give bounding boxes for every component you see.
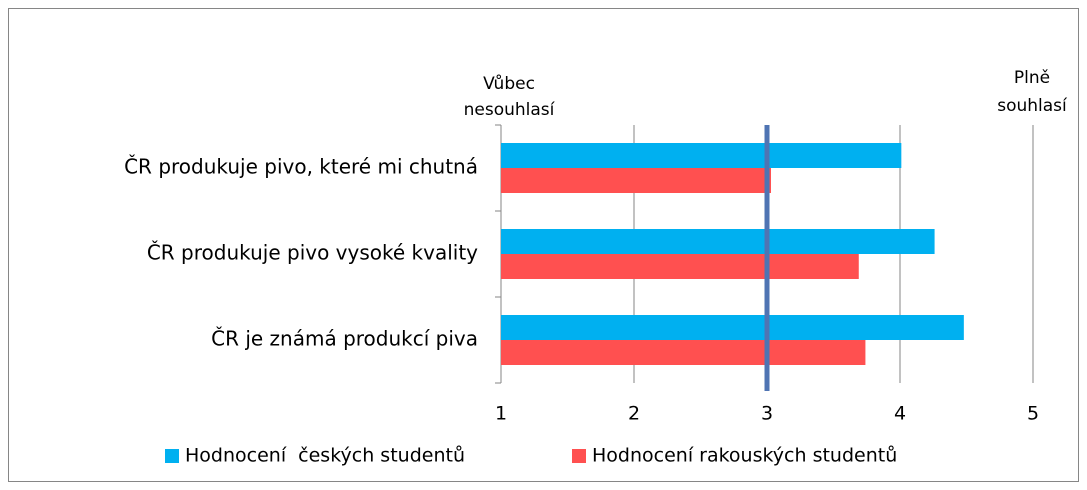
x-tick-label: 5 [1027,403,1039,425]
x-tick-label: 4 [894,403,906,425]
legend-label: Hodnocení rakouských studentů [592,445,897,467]
bar [501,315,964,340]
annotation: souhlasí [997,96,1068,116]
legend-swatch [165,449,179,463]
y-tick-label: ČR produkuje pivo, které mi chutná [124,155,478,179]
y-tick-label: ČR je známá produkcí piva [211,327,478,351]
legend-label: Hodnocení českých studentů [185,445,465,467]
x-tick-label: 2 [628,403,640,425]
x-tick-label: 1 [495,403,507,425]
y-tick-label: ČR produkuje pivo vysoké kvality [147,241,478,265]
x-tick-label: 3 [761,403,773,425]
legend-swatch [572,449,586,463]
annotation: Plně [1014,68,1050,88]
annotation: nesouhlasí [464,100,556,120]
bar [501,340,866,365]
annotation: Vůbec [483,74,535,94]
bar [501,229,935,254]
bar [501,254,859,279]
bar [501,143,902,168]
bar [501,168,771,193]
